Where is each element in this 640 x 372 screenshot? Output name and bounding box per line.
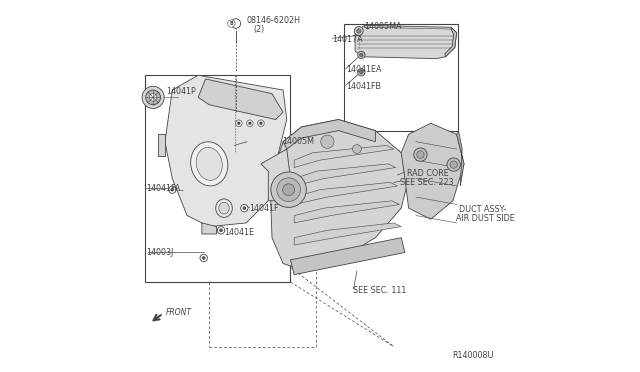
- Text: RAD CORE: RAD CORE: [407, 169, 449, 177]
- Polygon shape: [401, 123, 464, 219]
- Circle shape: [360, 70, 363, 74]
- Circle shape: [356, 29, 361, 33]
- Polygon shape: [198, 79, 283, 119]
- Circle shape: [237, 122, 240, 125]
- Circle shape: [146, 90, 161, 105]
- Text: 14041FB: 14041FB: [346, 82, 381, 91]
- Circle shape: [202, 256, 205, 260]
- Circle shape: [450, 161, 458, 168]
- Circle shape: [414, 148, 427, 161]
- Text: 14041FA: 14041FA: [147, 185, 180, 193]
- Circle shape: [277, 178, 300, 202]
- Circle shape: [271, 172, 307, 208]
- Text: 14041F: 14041F: [249, 203, 278, 213]
- Polygon shape: [294, 164, 396, 186]
- Circle shape: [142, 86, 164, 109]
- Circle shape: [358, 51, 365, 59]
- Circle shape: [258, 120, 264, 126]
- Circle shape: [170, 188, 174, 192]
- Circle shape: [241, 205, 248, 212]
- Circle shape: [283, 184, 294, 196]
- Polygon shape: [294, 223, 401, 245]
- Circle shape: [243, 206, 246, 210]
- Circle shape: [218, 227, 225, 234]
- Circle shape: [353, 145, 362, 154]
- Circle shape: [149, 94, 157, 101]
- Text: SEE SEC. 223: SEE SEC. 223: [400, 178, 454, 187]
- Circle shape: [200, 254, 207, 262]
- Polygon shape: [202, 223, 216, 234]
- Text: 14017A: 14017A: [333, 35, 363, 44]
- Circle shape: [417, 151, 424, 158]
- Text: 14041P: 14041P: [166, 87, 195, 96]
- Polygon shape: [157, 134, 165, 157]
- Text: R140008U: R140008U: [452, 350, 493, 360]
- Circle shape: [246, 120, 253, 126]
- Ellipse shape: [191, 142, 228, 186]
- Polygon shape: [283, 119, 376, 149]
- Polygon shape: [445, 27, 456, 57]
- Polygon shape: [456, 131, 464, 186]
- Text: B: B: [230, 21, 233, 26]
- Circle shape: [358, 68, 365, 76]
- Circle shape: [360, 53, 363, 57]
- Ellipse shape: [196, 147, 222, 180]
- Polygon shape: [355, 25, 456, 59]
- Polygon shape: [294, 182, 397, 205]
- Circle shape: [168, 186, 176, 193]
- Text: 14041EA: 14041EA: [346, 65, 381, 74]
- Polygon shape: [294, 201, 399, 223]
- Ellipse shape: [219, 202, 229, 214]
- Circle shape: [220, 228, 223, 232]
- Text: 14041E: 14041E: [224, 228, 254, 237]
- Text: (2): (2): [253, 25, 265, 34]
- Polygon shape: [294, 145, 394, 167]
- Circle shape: [355, 26, 363, 35]
- Circle shape: [259, 122, 262, 125]
- Text: 14003J: 14003J: [147, 248, 173, 257]
- Text: 14005MA: 14005MA: [364, 22, 402, 31]
- Bar: [145, 75, 291, 282]
- Text: 14005M: 14005M: [282, 137, 314, 146]
- Polygon shape: [291, 238, 405, 275]
- Text: AIR DUST SIDE: AIR DUST SIDE: [456, 214, 515, 223]
- Circle shape: [228, 20, 235, 27]
- Polygon shape: [165, 75, 287, 227]
- Circle shape: [236, 120, 242, 126]
- Polygon shape: [270, 119, 408, 271]
- Circle shape: [231, 19, 241, 28]
- Text: FRONT: FRONT: [166, 308, 191, 317]
- Circle shape: [447, 158, 460, 171]
- Circle shape: [248, 122, 252, 125]
- Ellipse shape: [216, 199, 232, 217]
- Text: 08146-6202H: 08146-6202H: [247, 16, 301, 25]
- Text: SEE SEC. 111: SEE SEC. 111: [353, 286, 406, 295]
- Polygon shape: [261, 149, 291, 201]
- Text: DUCT ASSY-: DUCT ASSY-: [459, 205, 506, 215]
- Bar: [344, 23, 458, 131]
- Circle shape: [321, 135, 334, 148]
